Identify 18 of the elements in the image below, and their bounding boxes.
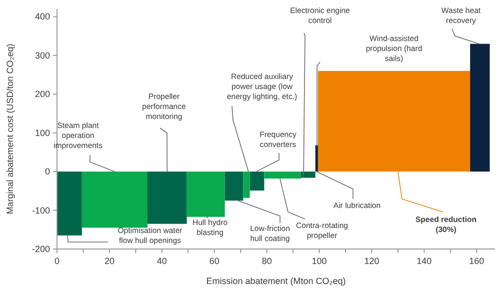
x-axis-title: Emission abatement (Mton CO₂eq) — [206, 276, 346, 286]
x-tick-label: 140 — [416, 256, 432, 266]
x-tick-label: 20 — [104, 256, 114, 266]
x-tick-label: 160 — [469, 256, 484, 266]
y-tick-label: 400 — [34, 12, 50, 22]
x-tick-label: 80 — [262, 256, 272, 266]
y-tick-label: 0 — [44, 166, 50, 177]
x-tick-label: 100 — [312, 256, 327, 266]
y-tick-label: 300 — [34, 50, 50, 60]
y-tick-label: -100 — [32, 205, 50, 216]
x-tick-label: 0 — [54, 256, 60, 266]
y-tick-label: 100 — [34, 128, 50, 138]
x-tick-label: 120 — [364, 256, 380, 266]
x-tick-label: 60 — [209, 256, 220, 266]
y-axis-title: Marginal abatement cost (USD/ton CO₂eq) — [5, 44, 15, 214]
y-tick-label: -200 — [32, 244, 50, 254]
x-tick-label: 40 — [156, 256, 167, 266]
y-tick-label: 200 — [34, 89, 50, 100]
